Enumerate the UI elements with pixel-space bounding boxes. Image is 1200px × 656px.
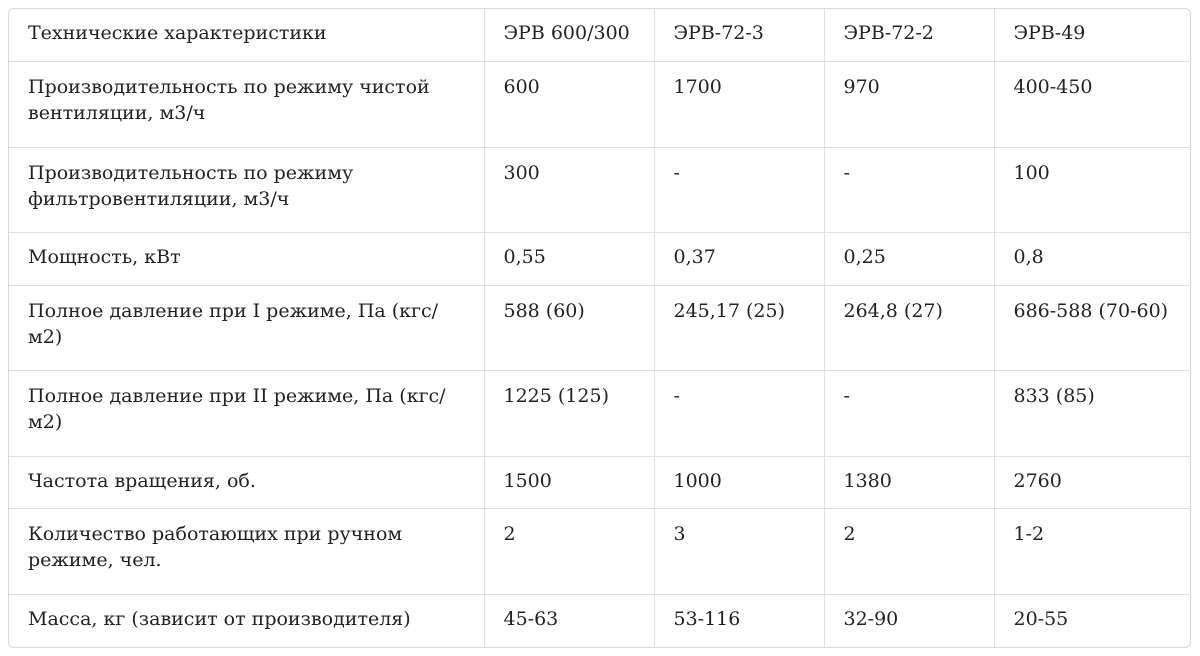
value-cell: 2 bbox=[824, 508, 995, 596]
header-cell: ЭРВ-72-3 bbox=[654, 9, 825, 62]
table-row: Количество работающих при ручном режиме,… bbox=[9, 508, 1190, 596]
table-row: Масса, кг (зависит от производителя) 45-… bbox=[9, 594, 1190, 647]
row-label-cell: Полное давление при I режиме, Па (кгс/м2… bbox=[9, 285, 485, 372]
value-cell: 833 (85) bbox=[994, 370, 1190, 458]
value-cell: 100 bbox=[994, 147, 1190, 234]
header-cell: ЭРВ-72-2 bbox=[824, 9, 995, 62]
value-cell: 970 bbox=[824, 61, 995, 148]
value-cell: 45-63 bbox=[484, 594, 655, 647]
row-label-cell: Производительность по режиму чистой вент… bbox=[9, 61, 485, 148]
value-cell: 32-90 bbox=[824, 594, 995, 647]
value-cell: 3 bbox=[654, 508, 825, 596]
value-cell: 20-55 bbox=[1013, 608, 1069, 631]
value-cell: 264,8 (27) bbox=[824, 285, 995, 372]
value-cell: 588 (60) bbox=[484, 285, 655, 372]
value-cell: 0,25 bbox=[824, 232, 995, 286]
row-label-cell: Мощность, кВт bbox=[9, 232, 485, 286]
header-cell: Технические характеристики bbox=[9, 9, 485, 62]
value-cell: 600 bbox=[484, 61, 655, 148]
table-row: Частота вращения, об. 1500 1000 1380 276… bbox=[9, 456, 1190, 510]
value-cell: 2760 bbox=[994, 456, 1190, 510]
header-cell: ЭРВ 600/300 bbox=[484, 9, 655, 62]
value-cell: 1000 bbox=[654, 456, 825, 510]
value-cell: - bbox=[654, 147, 825, 234]
table-header-row: Технические характеристики ЭРВ 600/300 Э… bbox=[9, 9, 1190, 62]
table-row: Производительность по режиму фильтровент… bbox=[9, 147, 1190, 234]
value-cell: 1500 bbox=[484, 456, 655, 510]
row-label-cell: Масса, кг (зависит от производителя) bbox=[9, 594, 485, 647]
value-cell: 2 bbox=[484, 508, 655, 596]
table-row: Мощность, кВт 0,55 0,37 0,25 0,8 bbox=[9, 232, 1190, 286]
table-row: Полное давление при II режиме, Па (кгс/м… bbox=[9, 370, 1190, 458]
value-cell: 53-116 bbox=[654, 594, 825, 647]
row-label-cell: Частота вращения, об. bbox=[9, 456, 485, 510]
table-row: Полное давление при I режиме, Па (кгс/м2… bbox=[9, 285, 1190, 372]
value-cell: 245,17 (25) bbox=[654, 285, 825, 372]
row-label-cell: Количество работающих при ручном режиме,… bbox=[9, 508, 485, 596]
row-label-cell: Производительность по режиму фильтровент… bbox=[9, 147, 485, 234]
value-cell: 1700 bbox=[654, 61, 825, 148]
value-cell: - bbox=[654, 370, 825, 458]
value-cell: 1380 bbox=[824, 456, 995, 510]
header-cell: ЭРВ-49 bbox=[994, 9, 1190, 62]
spec-table: Технические характеристики ЭРВ 600/300 Э… bbox=[9, 9, 1190, 647]
value-cell: 0,37 bbox=[654, 232, 825, 286]
value-cell: 400-450 bbox=[994, 61, 1190, 148]
value-cell: 0,55 bbox=[484, 232, 655, 286]
value-cell: 0,8 bbox=[994, 232, 1190, 286]
table-row: Производительность по режиму чистой вент… bbox=[9, 61, 1190, 148]
value-cell: - bbox=[824, 147, 995, 234]
value-cell: 1225 (125) bbox=[484, 370, 655, 458]
value-cell: 1-2 bbox=[994, 508, 1190, 596]
value-cell: 686-588 (70-60) bbox=[994, 285, 1190, 372]
value-cell: 300 bbox=[484, 147, 655, 234]
value-cell: - bbox=[824, 370, 995, 458]
row-label-cell: Полное давление при II режиме, Па (кгс/м… bbox=[9, 370, 485, 458]
spec-table-container: Технические характеристики ЭРВ 600/300 Э… bbox=[8, 8, 1191, 648]
